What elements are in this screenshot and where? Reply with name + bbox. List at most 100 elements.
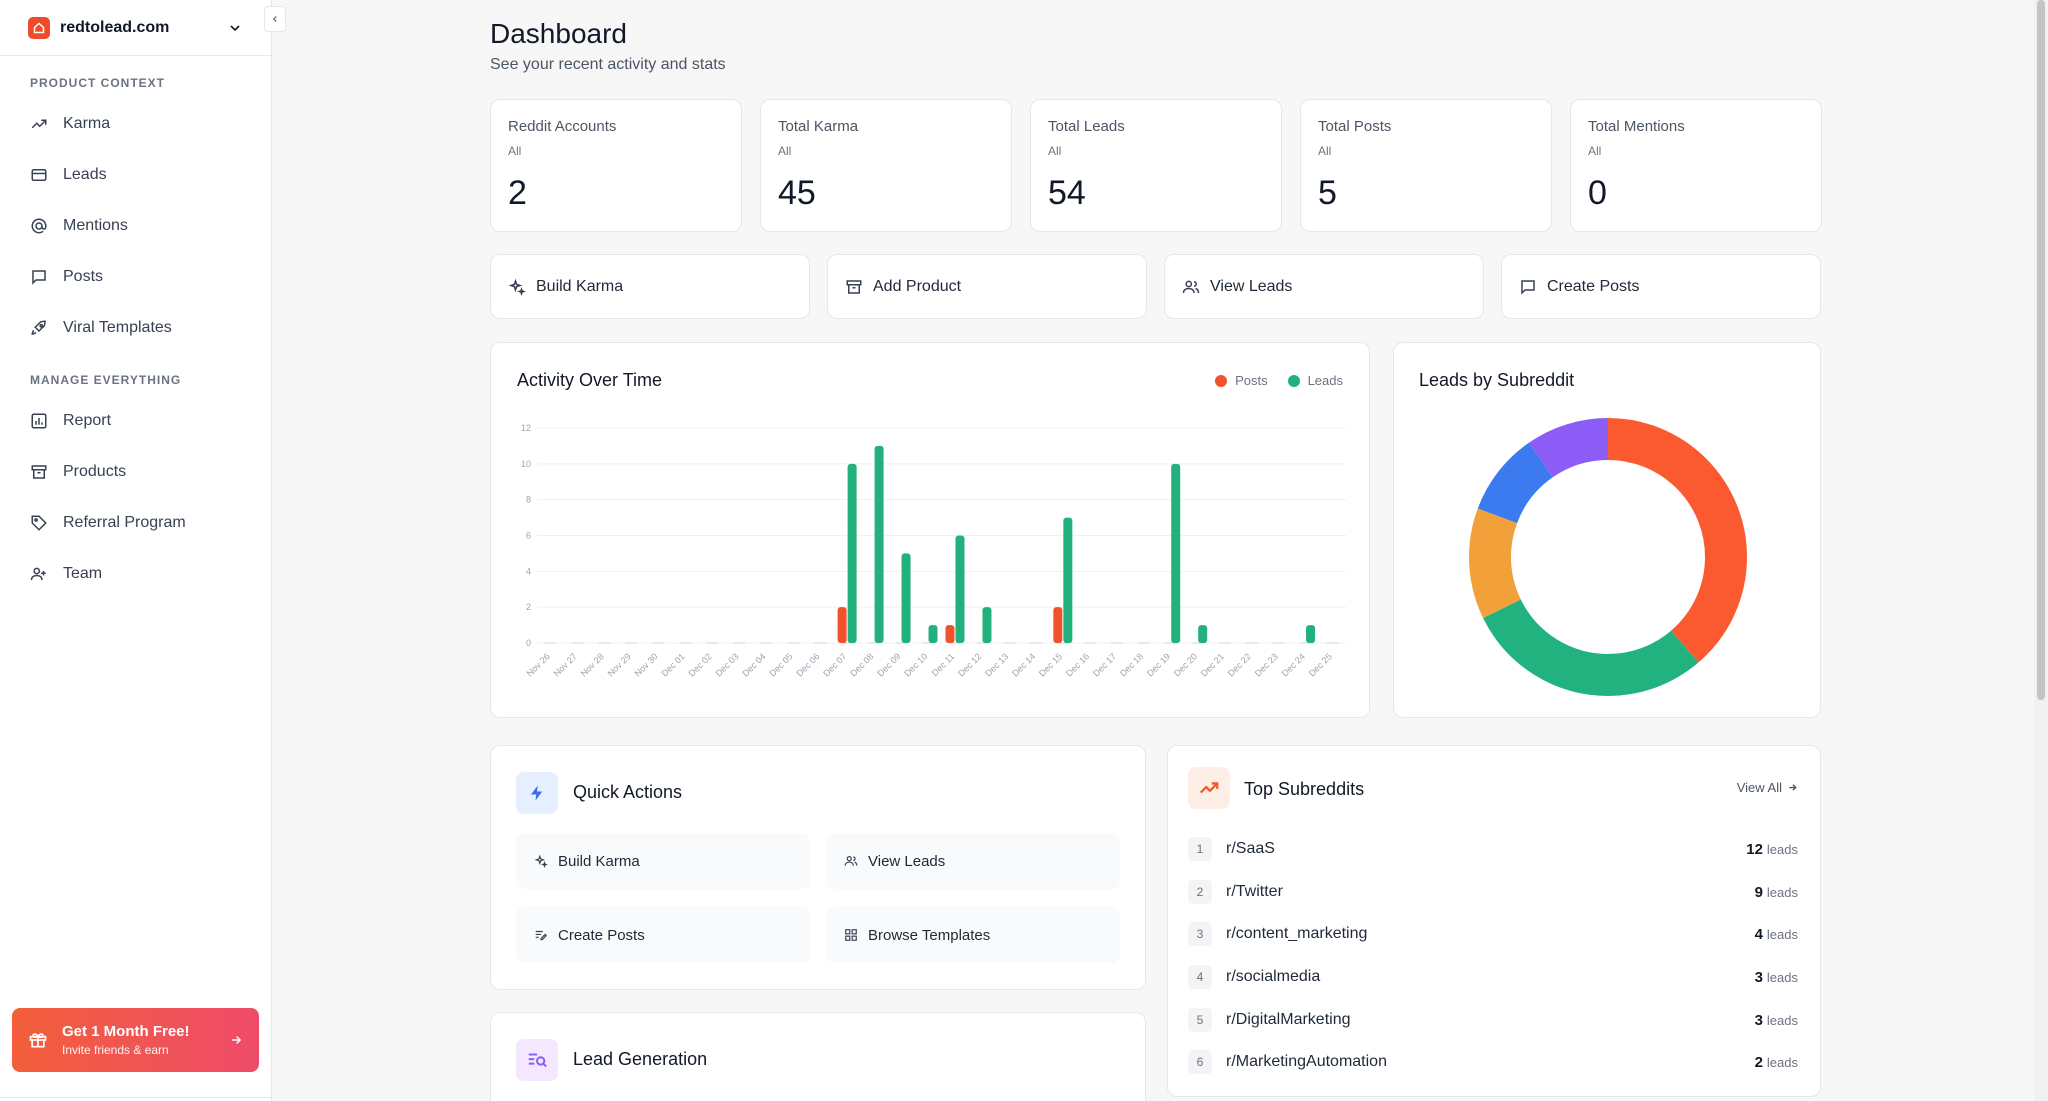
subreddit-lead-count: 3 <box>1754 968 1763 986</box>
stat-card-total-karma[interactable]: Total Karma All 45 <box>760 99 1012 232</box>
subreddit-lead-count: 3 <box>1754 1011 1763 1029</box>
page-scrollbar[interactable] <box>2034 0 2048 1101</box>
legend-item-posts[interactable]: Posts <box>1215 373 1268 388</box>
view-all-link[interactable]: View All <box>1737 780 1798 795</box>
x-tick-label: Dec 12 <box>956 651 983 678</box>
sidebar-item-mentions[interactable]: Mentions <box>0 200 271 251</box>
stat-filter: All <box>778 144 792 158</box>
y-tick-label: 10 <box>521 459 531 469</box>
x-tick-label: Dec 09 <box>875 651 902 678</box>
create-posts-button[interactable]: Create Posts <box>1501 254 1821 319</box>
y-tick-label: 0 <box>526 638 531 648</box>
x-tick-label: Dec 04 <box>740 651 767 678</box>
subreddit-lead-unit: leads <box>1766 841 1798 857</box>
collapse-sidebar-button[interactable] <box>264 6 286 32</box>
view-leads-button[interactable]: View Leads <box>1164 254 1484 319</box>
sidebar-item-label: Viral Templates <box>63 318 172 336</box>
build-karma-button[interactable]: Build Karma <box>490 254 810 319</box>
card-icon <box>31 168 47 181</box>
users-icon <box>1182 280 1200 293</box>
subreddit-row[interactable]: 4 r/socialmedia 3 leads <box>1188 957 1798 997</box>
stat-card-total-posts[interactable]: Total Posts All 5 <box>1300 99 1552 232</box>
sidebar-item-label: Posts <box>63 267 104 285</box>
sidebar-item-report[interactable]: Report <box>0 395 271 446</box>
lightning-icon <box>516 772 558 814</box>
quick-view-leads-button[interactable]: View Leads <box>826 833 1120 889</box>
x-tick-label: Dec 13 <box>983 651 1010 678</box>
quick-action-label: View Leads <box>868 852 946 870</box>
chart-legend: Posts Leads <box>1195 373 1343 388</box>
search-list-icon <box>516 1039 558 1081</box>
x-tick-label: Dec 17 <box>1091 651 1118 678</box>
action-label: Add Product <box>873 277 962 295</box>
x-tick-label: Dec 15 <box>1037 651 1064 678</box>
subreddit-rank: 6 <box>1188 1050 1212 1074</box>
quick-build-karma-button[interactable]: Build Karma <box>516 833 810 889</box>
users-icon <box>844 856 858 866</box>
view-all-label: View All <box>1736 780 1782 795</box>
subreddit-row[interactable]: 6 r/MarketingAutomation 2 leads <box>1188 1042 1798 1082</box>
legend-item-leads[interactable]: Leads <box>1287 373 1343 388</box>
leads-by-subreddit-title: Leads by Subreddit <box>1419 370 1575 390</box>
stat-filter: All <box>1318 144 1332 158</box>
sidebar-item-products[interactable]: Products <box>0 446 271 497</box>
subreddit-row[interactable]: 1 r/SaaS 12 leads <box>1188 829 1798 869</box>
sparkle-icon <box>534 854 548 868</box>
quick-action-label: Browse Templates <box>868 926 991 944</box>
top-subreddits-card: Top Subreddits View All 1 r/SaaS 12 lead… <box>1167 745 1821 1097</box>
subreddit-rank: 4 <box>1188 965 1212 989</box>
sidebar-item-viral-templates[interactable]: Viral Templates <box>0 302 271 353</box>
chart-icon <box>31 413 47 428</box>
x-tick-label: Dec 06 <box>794 651 821 678</box>
add-product-button[interactable]: Add Product <box>827 254 1147 319</box>
donut-slice <box>1469 418 1747 696</box>
bar-leads <box>955 535 965 643</box>
x-tick-label: Dec 21 <box>1199 651 1226 678</box>
x-tick-label: Dec 19 <box>1145 651 1172 678</box>
x-tick-label: Dec 07 <box>821 651 848 678</box>
top-subreddits-title: Top Subreddits <box>1244 779 1365 799</box>
quick-browse-templates-button[interactable]: Browse Templates <box>826 907 1120 963</box>
subreddit-lead-count: 9 <box>1754 883 1763 901</box>
action-label: View Leads <box>1210 277 1293 295</box>
bar-leads <box>847 463 857 643</box>
quick-create-posts-button[interactable]: Create Posts <box>516 907 810 963</box>
page-title: Dashboard <box>490 18 627 49</box>
trend-up-icon <box>1188 767 1230 809</box>
x-tick-label: Dec 20 <box>1172 651 1199 678</box>
bar-posts <box>1053 607 1063 643</box>
sidebar-item-label: Team <box>63 564 103 582</box>
y-tick-label: 12 <box>521 423 531 433</box>
sidebar-item-posts[interactable]: Posts <box>0 251 271 302</box>
x-tick-label: Dec 05 <box>767 651 794 678</box>
stat-card-total-mentions[interactable]: Total Mentions All 0 <box>1570 99 1822 232</box>
x-tick-label: Nov 28 <box>579 651 606 678</box>
stat-card-total-leads[interactable]: Total Leads All 54 <box>1030 99 1282 232</box>
sidebar-item-team[interactable]: Team <box>0 548 271 599</box>
stat-value: 54 <box>1048 174 1086 212</box>
sidebar-item-leads[interactable]: Leads <box>0 149 271 200</box>
referral-promo-banner[interactable]: Get 1 Month Free! Invite friends & earn <box>12 1008 259 1072</box>
subreddit-lead-count: 4 <box>1754 925 1763 943</box>
subreddit-row[interactable]: 3 r/content_marketing 4 leads <box>1188 914 1798 954</box>
scrollbar-thumb[interactable] <box>2037 0 2045 700</box>
nav-section-title: MANAGE EVERYTHING <box>30 373 182 387</box>
legend-label: Leads <box>1307 373 1343 388</box>
message-icon <box>32 269 46 285</box>
bar-leads <box>1171 463 1181 643</box>
stat-card-reddit-accounts[interactable]: Reddit Accounts All 2 <box>490 99 742 232</box>
brand-logo-icon <box>28 16 50 39</box>
subreddit-lead-unit: leads <box>1766 1012 1798 1028</box>
sidebar-item-karma[interactable]: Karma <box>0 98 271 149</box>
subreddit-row[interactable]: 5 r/DigitalMarketing 3 leads <box>1188 1000 1798 1040</box>
nav-section-title: PRODUCT CONTEXT <box>30 76 165 90</box>
sidebar-item-referral-program[interactable]: Referral Program <box>0 497 271 548</box>
subreddit-row[interactable]: 2 r/Twitter 9 leads <box>1188 872 1798 912</box>
action-label: Create Posts <box>1547 277 1640 295</box>
workspace-switcher[interactable]: redtolead.com <box>0 0 271 56</box>
stat-value: 2 <box>508 174 527 212</box>
x-tick-label: Nov 26 <box>525 651 552 678</box>
subreddit-lead-count: 2 <box>1754 1053 1763 1071</box>
page-subtitle: See your recent activity and stats <box>490 56 726 73</box>
